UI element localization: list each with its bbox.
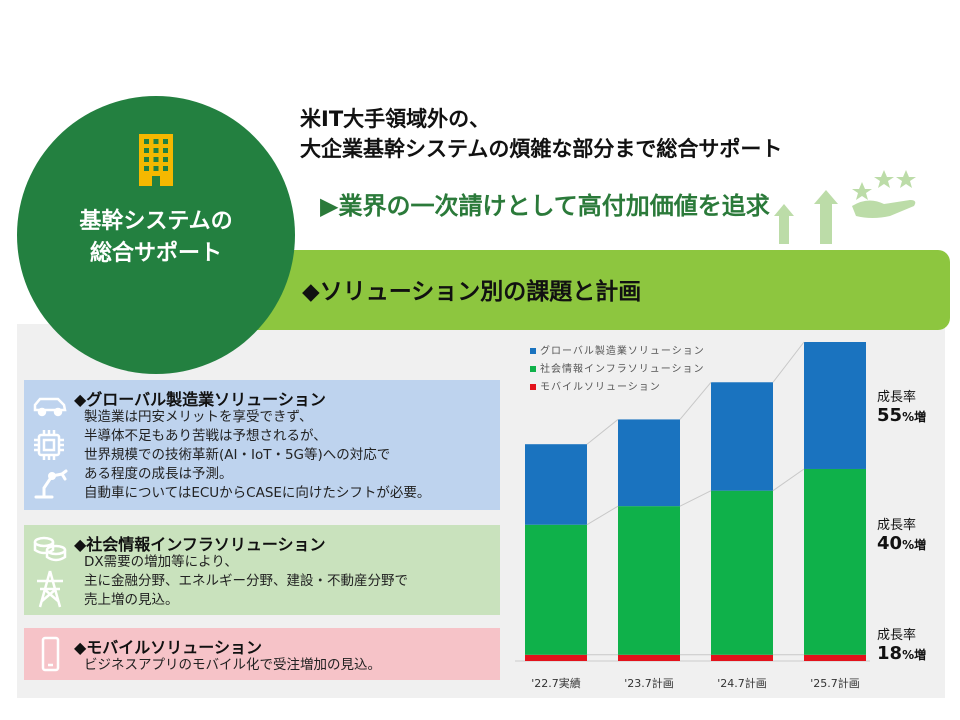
- growth-value: 18%増: [877, 643, 926, 664]
- growth-unit: %増: [902, 538, 927, 552]
- legend-item-mobile: モバイルソリューション: [530, 378, 661, 393]
- legend-item-global: グローバル製造業ソリューション: [530, 342, 705, 357]
- growth-value: 55%増: [877, 405, 926, 426]
- legend-label: 社会情報インフラソリューション: [540, 364, 705, 375]
- tagline: ▶業界の一次請けとして高付加価値を追求: [320, 192, 770, 220]
- section-banner-title: ◆ソリューション別の課題と計画: [302, 279, 642, 305]
- growth-label: 成長率: [877, 628, 917, 643]
- series-connector: [679, 381, 712, 420]
- headline-line-2: 大企業基幹システムの煩雑な部分まで総合サポート: [300, 137, 783, 161]
- legend-item-infra: 社会情報インフラソリューション: [530, 360, 705, 375]
- series-connector: [586, 505, 619, 526]
- growth-unit: %増: [902, 410, 927, 424]
- legend-swatch: [530, 348, 536, 354]
- card-body-line: 半導体不足もあり苦戦は予想されるが、: [84, 428, 327, 444]
- card-body-line: 売上増の見込。: [84, 592, 179, 608]
- growth-stars-icon: [774, 170, 916, 244]
- growth-annotation-infra: 成長率 40%増: [877, 514, 926, 554]
- bar-segment: [618, 654, 680, 661]
- card-body-line: ある程度の成長は予測。: [84, 466, 233, 482]
- bar-segment: [804, 342, 866, 469]
- car-icon: [33, 397, 67, 417]
- circle-title-line-1: 基幹システムの: [79, 209, 233, 234]
- card-body-line: DX需要の増加等により、: [84, 554, 238, 570]
- headline: 米IT大手領域外の、 大企業基幹システムの煩雑な部分まで総合サポート: [300, 104, 782, 164]
- card-body-line: 世界規模での技術革新(AI・IoT・5G等)への対応で: [84, 447, 391, 463]
- bar-segment: [525, 444, 587, 525]
- growth-label: 成長率: [877, 518, 917, 533]
- power-tower-icon: [37, 570, 63, 608]
- series-connector: [772, 341, 805, 383]
- card-body: DX需要の増加等により、 主に金融分野、エネルギー分野、建設・不動産分野で 売上…: [84, 553, 408, 610]
- circle-title: 基幹システムの 総合サポート: [17, 206, 295, 270]
- card-mobile: ◆モバイルソリューション ビジネスアプリのモバイル化で受注増加の見込。: [24, 628, 500, 680]
- card-body-line: 製造業は円安メリットを享受できず、: [84, 409, 313, 425]
- series-connector: [586, 419, 619, 445]
- circle-title-line-2: 総合サポート: [89, 241, 222, 266]
- growth-label: 成長率: [877, 390, 917, 405]
- chart-plot: '22.7実績 '23.7計画 '24.7計画 '25.7計画: [515, 341, 870, 690]
- x-tick-label: '23.7計画: [624, 676, 674, 690]
- legend-label: モバイルソリューション: [540, 382, 661, 393]
- bar-segment: [711, 654, 773, 661]
- bar-segment: [711, 490, 773, 655]
- card-body-line: 自動車についてはECUからCASEに向けたシフトが必要。: [84, 485, 431, 501]
- card-title: ◆グローバル製造業ソリューション: [74, 390, 326, 409]
- robot-arm-icon: [34, 469, 68, 499]
- coins-icon: [33, 536, 67, 562]
- chip-icon: [34, 430, 64, 460]
- bar-segment: [525, 524, 587, 655]
- card-social-infrastructure: ◆社会情報インフラソリューション DX需要の増加等により、 主に金融分野、エネル…: [24, 525, 500, 615]
- bar-segment: [618, 506, 680, 655]
- card-body: ビジネスアプリのモバイル化で受注増加の見込。: [84, 656, 381, 675]
- card-title: ◆モバイルソリューション: [74, 638, 262, 657]
- bar-segment: [804, 654, 866, 661]
- bar-segment: [711, 382, 773, 491]
- bar-segment: [618, 419, 680, 507]
- growth-annotation-global: 成長率 55%増: [877, 386, 926, 426]
- headline-line-1: 米IT大手領域外の、: [300, 107, 491, 131]
- growth-number: 18: [877, 643, 903, 664]
- x-tick-label: '25.7計画: [810, 676, 860, 690]
- card-title: ◆社会情報インフラソリューション: [74, 535, 326, 554]
- revenue-chart: グローバル製造業ソリューション 社会情報インフラソリューション モバイルソリュー…: [510, 334, 940, 696]
- x-tick-label: '24.7計画: [717, 676, 767, 690]
- series-connector: [679, 490, 712, 507]
- card-body: 製造業は円安メリットを享受できず、 半導体不足もあり苦戦は予想されるが、 世界規…: [84, 408, 430, 503]
- key-message-circle: 基幹システムの 総合サポート: [17, 96, 295, 374]
- growth-annotation-mobile: 成長率 18%増: [877, 624, 926, 664]
- legend-swatch: [530, 384, 536, 390]
- card-global-manufacturing: ◆グローバル製造業ソリューション 製造業は円安メリットを享受できず、 半導体不足…: [24, 380, 500, 510]
- bar-segment: [804, 468, 866, 655]
- building-icon: [139, 134, 173, 186]
- legend-label: グローバル製造業ソリューション: [540, 346, 705, 357]
- card-body-line: ビジネスアプリのモバイル化で受注増加の見込。: [84, 657, 381, 673]
- growth-number: 55: [877, 405, 903, 426]
- legend-swatch: [530, 366, 536, 372]
- x-tick-label: '22.7実績: [531, 676, 581, 690]
- bar-segment: [525, 654, 587, 661]
- growth-unit: %増: [902, 648, 927, 662]
- growth-number: 40: [877, 533, 903, 554]
- smartphone-icon: [41, 636, 60, 672]
- series-connector: [772, 468, 805, 492]
- growth-value: 40%増: [877, 533, 926, 554]
- card-body-line: 主に金融分野、エネルギー分野、建設・不動産分野で: [84, 573, 408, 589]
